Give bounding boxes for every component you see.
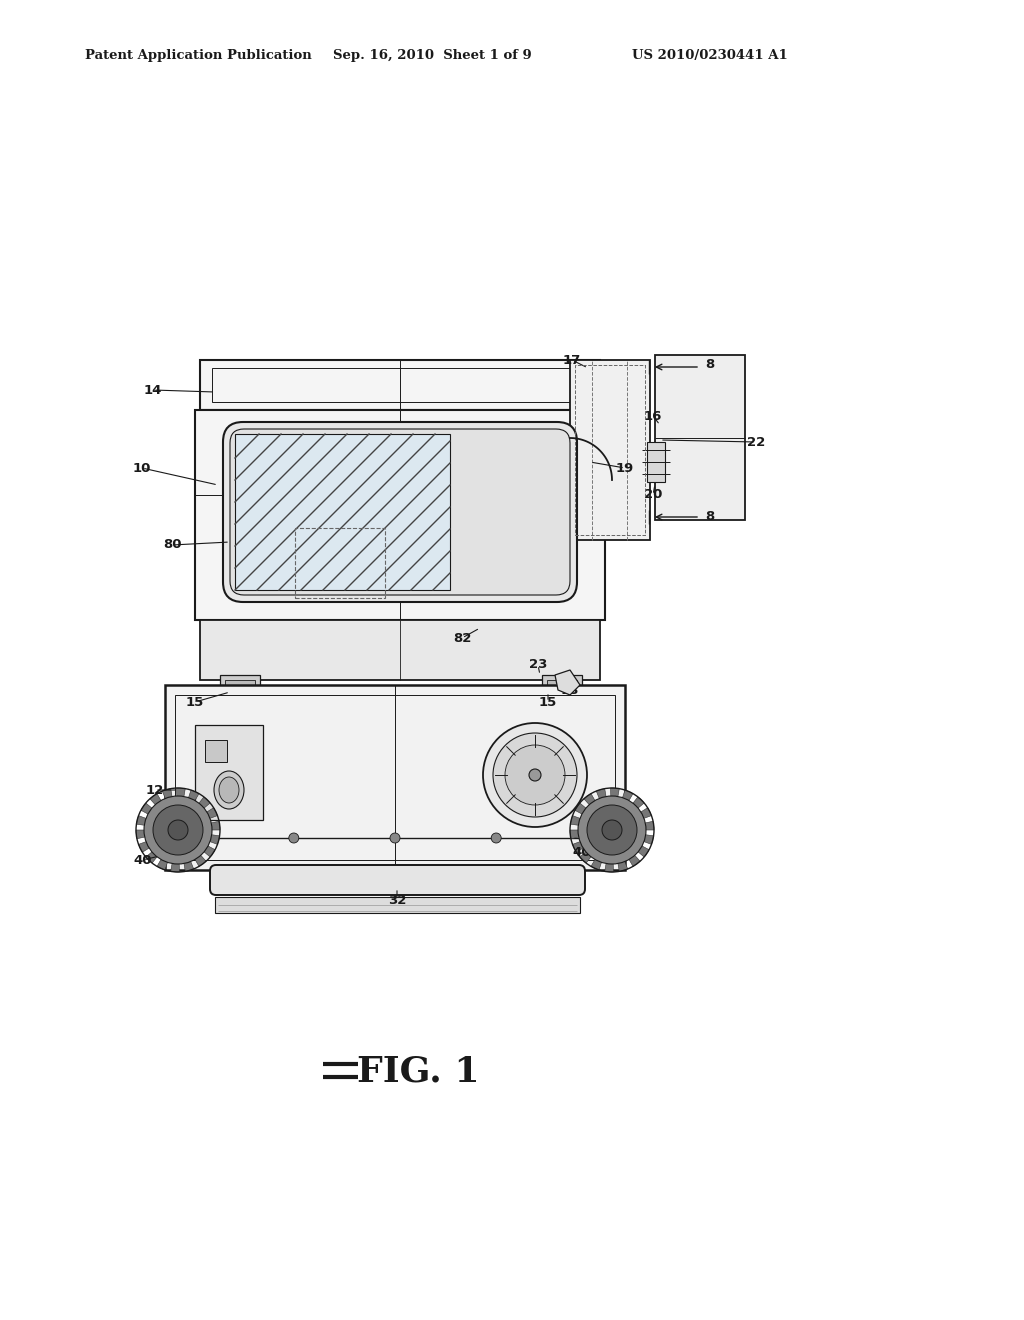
Bar [200, 620, 600, 680]
Circle shape [587, 805, 637, 855]
Bar [165, 685, 625, 870]
Wedge shape [612, 791, 633, 830]
Wedge shape [178, 797, 210, 830]
Bar [647, 442, 665, 482]
Text: 40: 40 [572, 846, 591, 858]
FancyBboxPatch shape [223, 422, 577, 602]
Circle shape [289, 833, 299, 843]
Polygon shape [555, 671, 580, 696]
Bar [212, 368, 588, 403]
Circle shape [483, 723, 587, 828]
Text: 8: 8 [706, 511, 715, 524]
Wedge shape [612, 821, 654, 830]
Text: 20: 20 [644, 488, 663, 502]
Circle shape [168, 820, 188, 840]
Text: 23: 23 [528, 659, 547, 672]
Circle shape [578, 796, 646, 865]
Text: 14: 14 [143, 384, 162, 396]
Wedge shape [178, 830, 206, 866]
Text: 19: 19 [615, 462, 634, 474]
Bar [542, 675, 582, 708]
Bar [570, 360, 650, 540]
Wedge shape [570, 816, 612, 830]
Wedge shape [612, 797, 644, 830]
Wedge shape [605, 830, 613, 873]
Bar [175, 696, 615, 861]
Text: 12: 12 [145, 784, 164, 796]
Bar [575, 366, 645, 535]
Wedge shape [570, 830, 612, 838]
Wedge shape [138, 830, 178, 853]
Text: Sep. 16, 2010  Sheet 1 of 9: Sep. 16, 2010 Sheet 1 of 9 [333, 49, 531, 62]
Wedge shape [612, 830, 649, 857]
Bar [205, 741, 227, 762]
Wedge shape [572, 830, 612, 853]
Wedge shape [178, 808, 217, 830]
Bar [225, 680, 255, 704]
Text: 80: 80 [163, 539, 181, 552]
Circle shape [492, 833, 501, 843]
Wedge shape [145, 830, 178, 863]
Wedge shape [136, 830, 178, 838]
Wedge shape [141, 803, 178, 830]
Bar [200, 360, 600, 411]
Circle shape [602, 820, 622, 840]
Bar [547, 680, 577, 704]
Bar [655, 355, 745, 520]
Circle shape [153, 805, 203, 855]
Wedge shape [612, 830, 653, 845]
Wedge shape [178, 830, 215, 857]
Wedge shape [178, 830, 219, 845]
Text: 8: 8 [706, 359, 715, 371]
Wedge shape [150, 793, 178, 830]
Text: 10: 10 [133, 462, 152, 474]
Wedge shape [178, 791, 199, 830]
Wedge shape [612, 830, 640, 866]
Circle shape [493, 733, 577, 817]
Wedge shape [574, 803, 612, 830]
Wedge shape [136, 816, 178, 830]
FancyBboxPatch shape [230, 429, 570, 595]
Wedge shape [157, 830, 178, 870]
Text: 17: 17 [563, 354, 582, 367]
Text: 15: 15 [539, 696, 557, 709]
Wedge shape [591, 830, 612, 870]
Bar [215, 898, 580, 913]
Text: 40: 40 [134, 854, 153, 866]
Bar [220, 675, 260, 708]
Wedge shape [612, 830, 628, 871]
Bar [195, 725, 263, 820]
Circle shape [144, 796, 212, 865]
Text: FIG. 1: FIG. 1 [356, 1055, 479, 1089]
Text: US 2010/0230441 A1: US 2010/0230441 A1 [632, 49, 787, 62]
Wedge shape [178, 830, 194, 871]
Text: Patent Application Publication: Patent Application Publication [85, 49, 311, 62]
Bar [195, 411, 605, 620]
Wedge shape [162, 788, 178, 830]
Text: 22: 22 [746, 436, 765, 449]
Wedge shape [610, 788, 620, 830]
Wedge shape [596, 788, 612, 830]
Text: 15: 15 [186, 696, 204, 709]
Bar [295, 528, 385, 598]
Circle shape [390, 833, 400, 843]
Circle shape [529, 770, 541, 781]
Text: 82: 82 [453, 631, 471, 644]
Text: 18: 18 [561, 684, 580, 697]
Wedge shape [580, 830, 612, 863]
Circle shape [505, 744, 565, 805]
Wedge shape [178, 821, 220, 830]
Bar [234, 434, 450, 590]
Wedge shape [176, 788, 185, 830]
Text: 32: 32 [388, 894, 407, 907]
Ellipse shape [214, 771, 244, 809]
Wedge shape [612, 808, 651, 830]
FancyBboxPatch shape [210, 865, 585, 895]
Wedge shape [171, 830, 179, 873]
Ellipse shape [219, 777, 239, 803]
Wedge shape [584, 793, 612, 830]
Text: 16: 16 [644, 409, 663, 422]
